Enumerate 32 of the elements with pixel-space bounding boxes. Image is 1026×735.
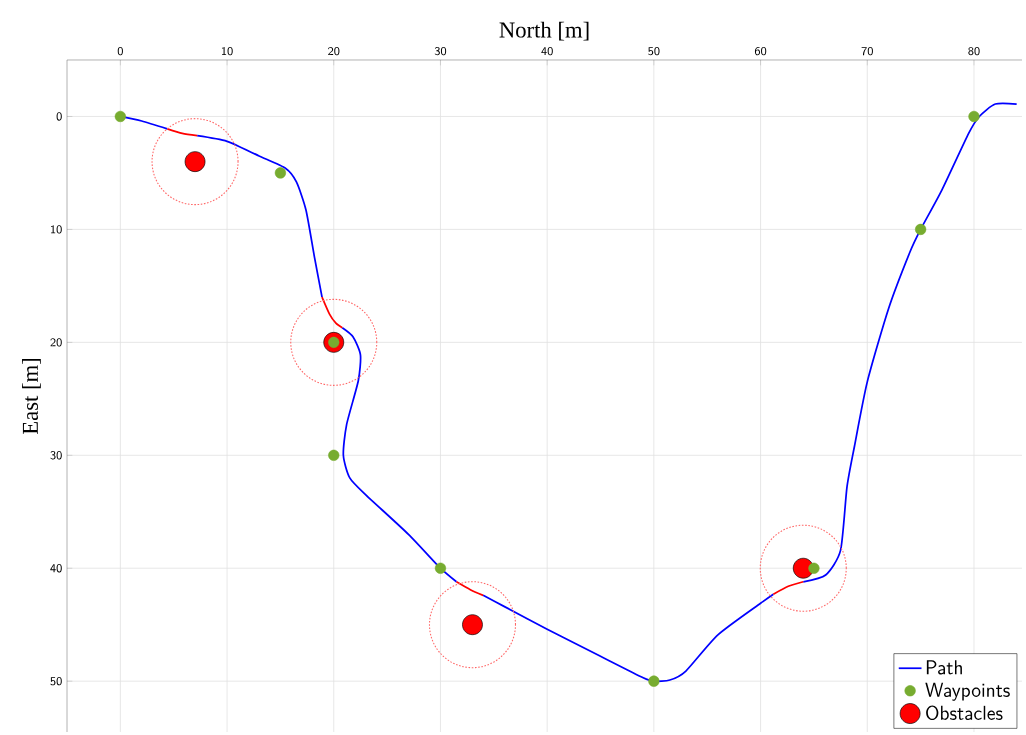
y-tick-label: 0 bbox=[56, 112, 62, 121]
point bbox=[808, 562, 820, 574]
y-axis-title: East [m] bbox=[22, 358, 41, 435]
x-tick-label: 40 bbox=[541, 46, 553, 56]
y-tick-label: 40 bbox=[50, 564, 62, 573]
point bbox=[274, 167, 287, 179]
legend-label: Path bbox=[926, 660, 962, 675]
x-tick-label: 60 bbox=[754, 46, 767, 56]
legend-label: Obstacles bbox=[926, 705, 1003, 721]
point bbox=[434, 562, 447, 574]
x-tick-label: 70 bbox=[861, 46, 873, 56]
x-tick-label: 80 bbox=[968, 46, 980, 56]
point bbox=[759, 524, 847, 612]
point bbox=[968, 110, 980, 123]
y-tick-label: 10 bbox=[51, 225, 62, 234]
point bbox=[328, 449, 340, 461]
point bbox=[915, 223, 927, 236]
y-tick-label: 30 bbox=[50, 451, 62, 460]
x-tick-label: 50 bbox=[648, 46, 660, 56]
y-tick-label: 50 bbox=[50, 676, 62, 686]
x-tick-label: 0 bbox=[117, 46, 123, 56]
y-tick-label: 20 bbox=[50, 338, 62, 347]
x-axis-title: North [m] bbox=[499, 21, 589, 41]
x-tick-label: 10 bbox=[221, 46, 233, 56]
x-tick-label: 30 bbox=[434, 46, 447, 56]
point bbox=[151, 118, 239, 206]
point bbox=[114, 110, 126, 123]
legend-label: Waypoints bbox=[925, 682, 1010, 701]
point bbox=[290, 298, 378, 386]
x-tick-label: 20 bbox=[328, 46, 340, 56]
point bbox=[428, 581, 517, 669]
point bbox=[648, 675, 660, 687]
